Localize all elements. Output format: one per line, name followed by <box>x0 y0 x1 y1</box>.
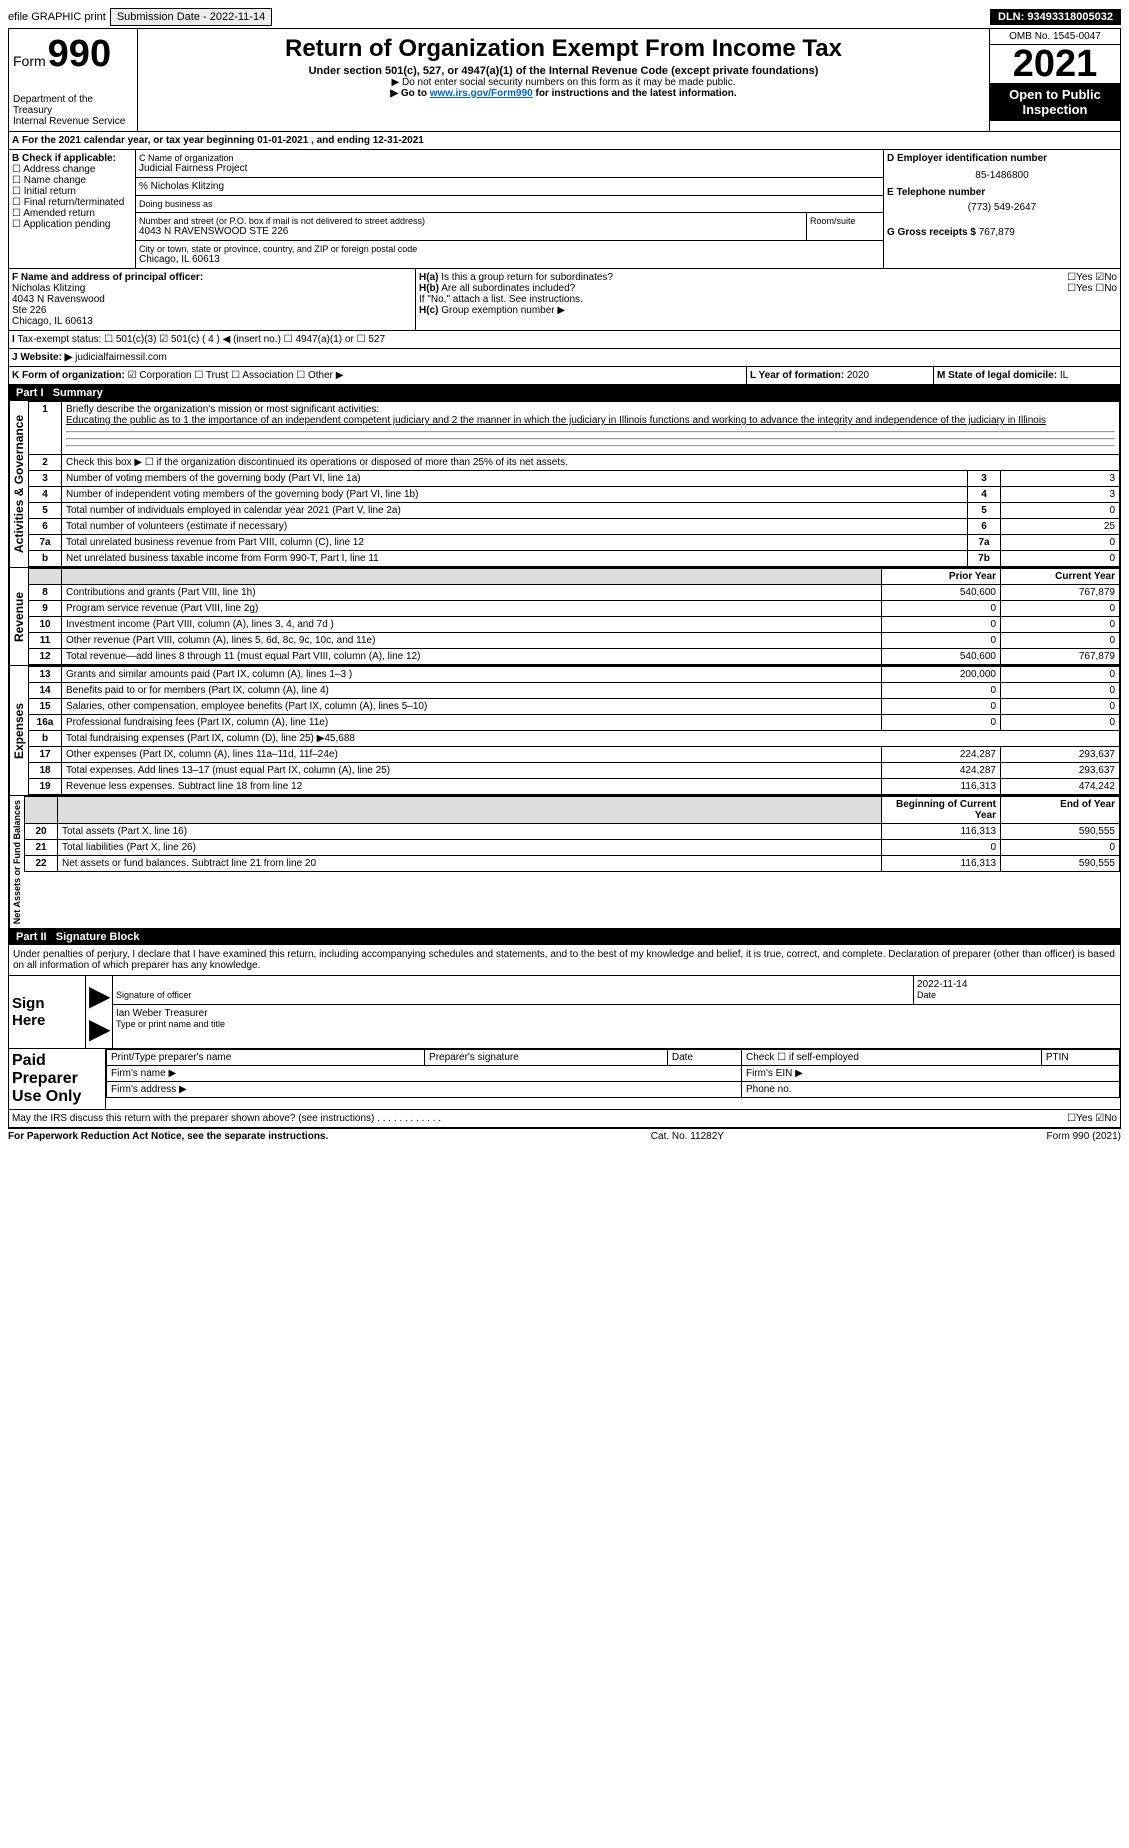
ck-final[interactable]: ☐ Final return/terminated <box>12 197 132 208</box>
phone-label: E Telephone number <box>887 187 1117 198</box>
topbar: efile GRAPHIC print Submission Date - 20… <box>8 8 1121 26</box>
sign-date: 2022-11-14 <box>917 979 967 990</box>
city-state-zip: Chicago, IL 60613 <box>139 254 880 265</box>
officer-name: Ian Weber Treasurer <box>116 1008 208 1019</box>
form-header: Form990 Department of the Treasury Inter… <box>8 28 1121 132</box>
dba-label: Doing business as <box>136 196 883 213</box>
net-assets-label: Net Assets or Fund Balances <box>9 796 24 928</box>
state-domicile: IL <box>1060 370 1068 381</box>
activities-governance-label: Activities & Governance <box>9 401 28 567</box>
gross-receipts: 767,879 <box>979 227 1015 238</box>
dept-label: Department of the Treasury Internal Reve… <box>13 94 133 127</box>
website: judicialfairnessil.com <box>75 352 167 363</box>
ein-label: D Employer identification number <box>887 153 1117 164</box>
public-inspection: Open to Public Inspection <box>990 83 1120 121</box>
arrow-icon: ▶ <box>89 1012 109 1045</box>
mission-text: Educating the public as to 1 the importa… <box>66 415 1046 426</box>
ck-pending[interactable]: ☐ Application pending <box>12 219 132 230</box>
revenue-label: Revenue <box>9 568 28 665</box>
street-address: 4043 N RAVENSWOOD STE 226 <box>139 226 803 237</box>
form-word: Form <box>13 53 46 69</box>
submission-date-btn[interactable]: Submission Date - 2022-11-14 <box>110 8 272 26</box>
care-of: % Nicholas Klitzing <box>136 178 883 196</box>
principal-officer: Nicholas Klitzing 4043 N Ravenswood Ste … <box>12 283 412 327</box>
form-title: Return of Organization Exempt From Incom… <box>142 35 985 63</box>
line-a: A For the 2021 calendar year, or tax yea… <box>9 132 1120 149</box>
org-name: Judicial Fairness Project <box>139 163 880 174</box>
ein-value: 85-1486800 <box>887 170 1117 181</box>
tax-year: 2021 <box>990 45 1120 83</box>
irs-link[interactable]: www.irs.gov/Form990 <box>430 88 533 99</box>
expenses-label: Expenses <box>9 666 28 795</box>
sign-here-label: Sign Here <box>9 976 86 1048</box>
ssn-note: ▶ Do not enter social security numbers o… <box>142 77 985 88</box>
page-footer: For Paperwork Reduction Act Notice, see … <box>8 1128 1121 1144</box>
part-ii-header: Part II Signature Block <box>8 929 1121 945</box>
form-subtitle: Under section 501(c), 527, or 4947(a)(1)… <box>142 65 985 77</box>
perjury-declaration: Under penalties of perjury, I declare th… <box>8 945 1121 976</box>
efile-label: efile GRAPHIC print <box>8 11 106 23</box>
arrow-icon: ▶ <box>89 979 109 1012</box>
ck-amended[interactable]: ☐ Amended return <box>12 208 132 219</box>
ck-initial[interactable]: ☐ Initial return <box>12 186 132 197</box>
paid-preparer-label: Paid Preparer Use Only <box>9 1049 106 1109</box>
part-i-header: Part I Summary <box>8 385 1121 401</box>
year-formation: 2020 <box>847 370 869 381</box>
ck-address[interactable]: ☐ Address change <box>12 164 132 175</box>
ck-name[interactable]: ☐ Name change <box>12 175 132 186</box>
phone-value: (773) 549-2647 <box>887 202 1117 213</box>
dln-label: DLN: 93493318005032 <box>990 9 1121 25</box>
form-number: 990 <box>48 33 111 76</box>
section-b-hdr: B Check if applicable: <box>12 153 132 164</box>
